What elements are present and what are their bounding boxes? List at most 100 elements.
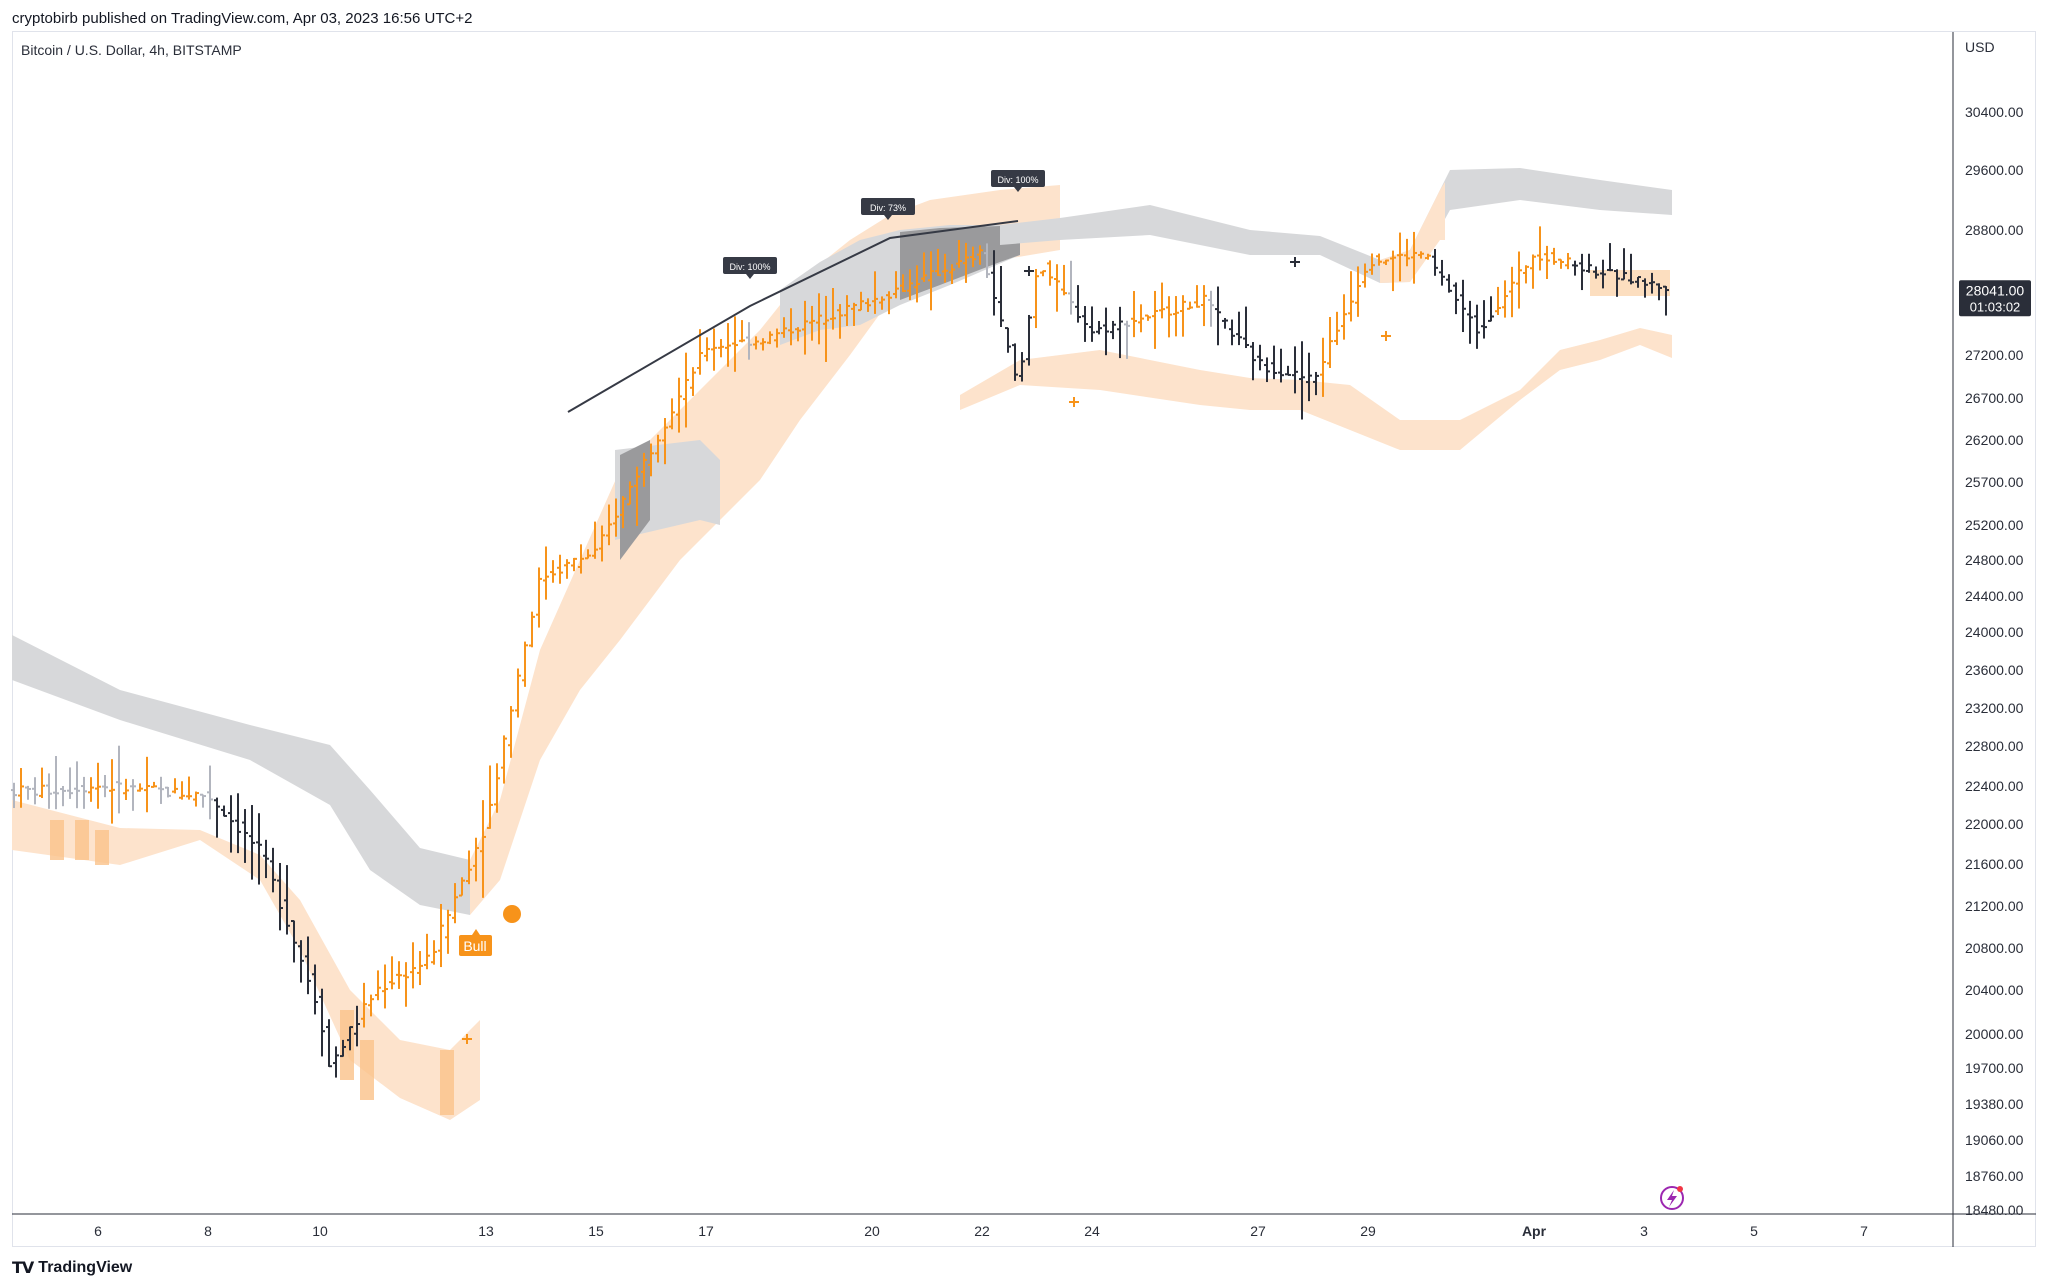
ohlc-bar — [1082, 306, 1088, 342]
ohlc-bar — [641, 452, 647, 487]
ohlc-bar — [1551, 247, 1557, 265]
ohlc-bar — [1474, 304, 1480, 349]
ohlc-bar — [1138, 304, 1144, 333]
ohlc-bar — [697, 329, 703, 375]
divergence-trendline — [567, 220, 1019, 413]
ohlc-bar — [1607, 243, 1613, 272]
ohlc-bar — [53, 756, 59, 810]
overlay-layer: Div: 100% Div: 73% Div: 100% Bull — [459, 170, 1684, 1210]
ohlc-bar — [1495, 286, 1501, 316]
ohlc-bar — [11, 782, 17, 809]
ohlc-bar — [1439, 259, 1445, 286]
ohlc-bar — [60, 785, 66, 807]
price-tick-label: 23600.00 — [1965, 662, 2024, 678]
ohlc-bar — [396, 961, 402, 989]
ohlc-bar — [1173, 296, 1179, 337]
divergence-label-pointer — [746, 274, 754, 279]
ohlc-bar — [634, 466, 640, 526]
ohlc-bar — [277, 862, 283, 931]
price-tick-label: 24800.00 — [1965, 552, 2024, 568]
ohlc-bar — [1229, 319, 1235, 346]
ohlc-bar — [1502, 280, 1508, 318]
ohlc-bar — [480, 800, 486, 898]
time-tick-label: 20 — [864, 1223, 880, 1239]
ohlc-bar — [1397, 232, 1403, 282]
ohlc-bar — [746, 322, 752, 360]
ohlc-bar — [788, 308, 794, 346]
ohlc-bar — [1628, 253, 1634, 285]
ohlc-bar — [858, 291, 864, 312]
ohlc-bar — [683, 352, 689, 428]
ohlc-bar — [501, 735, 507, 784]
ohlc-bar — [67, 767, 73, 799]
price-tick-label: 24400.00 — [1965, 588, 2024, 604]
ohlc-bar — [690, 367, 696, 396]
price-tick-label: 30400.00 — [1965, 104, 2024, 120]
tradingview-logo-icon: 𝗧𝗩 — [12, 1260, 34, 1277]
ohlc-bar — [340, 1039, 346, 1058]
ohlc-bar — [1159, 282, 1165, 319]
ohlc-bar — [270, 847, 276, 893]
ohlc-bar — [1642, 278, 1648, 298]
ohlc-bar — [802, 300, 808, 355]
divergence-label-bg — [861, 198, 915, 215]
ohlc-bar — [508, 706, 514, 758]
symbol-title[interactable]: Bitcoin / U.S. Dollar, 4h, BITSTAMP — [21, 42, 242, 58]
ohlc-bar — [1558, 258, 1564, 269]
ohlc-bar — [1453, 282, 1459, 315]
ohlc-bar — [886, 291, 892, 315]
ohlc-bar — [613, 498, 619, 537]
ohlc-bar — [1537, 226, 1543, 271]
ohlc-bar — [1019, 352, 1025, 382]
divergence-label-text: Div: 100% — [729, 262, 770, 272]
time-tick-label: 15 — [588, 1223, 604, 1239]
ohlc-bar — [123, 778, 129, 800]
ohlc-bar — [1215, 286, 1221, 346]
ohlc-bar — [718, 339, 724, 358]
time-tick-label: 3 — [1640, 1223, 1648, 1239]
ohlc-bar — [1369, 253, 1375, 275]
price-tick-label: 18480.00 — [1965, 1202, 2024, 1218]
ohlc-bar — [963, 242, 969, 283]
ohlc-bar — [991, 250, 997, 316]
ohlc-bar — [704, 337, 710, 362]
price-tick-label: 25700.00 — [1965, 474, 2024, 490]
ohlc-bar — [977, 245, 983, 265]
ohlc-bar — [1117, 306, 1123, 359]
price-tick-label: 25200.00 — [1965, 517, 2024, 533]
ohlc-bar — [851, 302, 857, 326]
ohlc-bar — [1649, 272, 1655, 294]
ohlc-bar — [1446, 274, 1452, 293]
ohlc-bar — [1572, 260, 1578, 276]
ohlc-bar — [1663, 285, 1669, 316]
ohlc-bar — [921, 252, 927, 282]
ohlc-bar — [1390, 250, 1396, 292]
ohlc-bar — [32, 777, 38, 805]
ohlc-bar — [354, 1005, 360, 1047]
divergence-label: Div: 73% — [861, 198, 915, 220]
ohlc-bar — [1194, 285, 1200, 308]
cross-marker — [1290, 257, 1300, 267]
ohlc-bar — [312, 964, 318, 1015]
ohlc-bar — [872, 271, 878, 314]
ohlc-bar — [1523, 265, 1529, 284]
ohlc-bar — [543, 546, 549, 600]
ohlc-bar — [1271, 345, 1277, 380]
ohlc-bar — [228, 795, 234, 853]
ohlc-bar — [1012, 343, 1018, 381]
upper-band-right — [1000, 168, 1672, 283]
ohlc-bar — [235, 793, 241, 854]
ohlc-bar — [298, 940, 304, 983]
ohlc-bar — [256, 813, 262, 885]
ohlc-bar — [914, 265, 920, 303]
price-tick-label: 26700.00 — [1965, 390, 2024, 406]
tradingview-footer[interactable]: 𝗧𝗩 TradingView — [12, 1258, 132, 1278]
ohlc-bar — [1334, 311, 1340, 346]
ohlc-bar — [1236, 311, 1242, 346]
ohlc-bar — [403, 962, 409, 1007]
ohlc-bar — [732, 316, 738, 372]
ohlc-bar — [466, 850, 472, 885]
ohlc-bar — [18, 768, 24, 808]
